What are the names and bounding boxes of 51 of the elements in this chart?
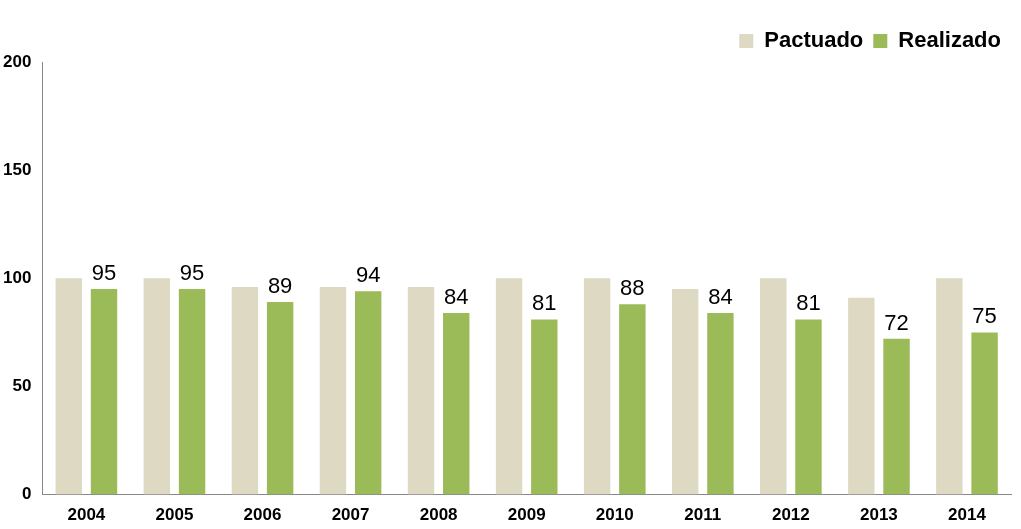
data-label: 95 [179, 260, 205, 286]
data-label: 94 [355, 262, 381, 288]
data-label: 95 [91, 260, 117, 286]
bar [354, 291, 382, 495]
bar [178, 289, 206, 495]
x-tick-label: 2004 [67, 505, 106, 525]
x-tick-label: 2012 [771, 505, 810, 525]
data-label: 88 [620, 275, 645, 301]
x-tick-label: 2011 [684, 505, 722, 525]
x-tick-label: 2007 [331, 505, 370, 525]
x-tick-label: 2010 [595, 505, 634, 525]
bar [495, 278, 523, 495]
bar [55, 278, 82, 495]
bar [795, 319, 822, 495]
legend-label: Pactuado [764, 27, 864, 53]
x-tick-label: 2006 [243, 505, 282, 525]
bar [443, 312, 470, 495]
data-label: 81 [532, 290, 557, 316]
x-tick-label: 2013 [860, 505, 898, 525]
bar [760, 278, 787, 495]
bar [707, 312, 734, 495]
bar [583, 278, 611, 495]
data-label: 72 [884, 309, 909, 335]
bar [90, 289, 118, 495]
bar [319, 286, 347, 495]
x-tick-label: 2008 [419, 505, 458, 525]
data-label: 84 [708, 283, 733, 309]
y-tick-label: 0 [21, 484, 32, 504]
bar [936, 278, 963, 495]
bar [407, 286, 435, 495]
data-label: 89 [267, 273, 293, 299]
bar [531, 319, 558, 495]
y-tick-label: 50 [12, 376, 32, 396]
bar [883, 338, 910, 495]
legend-label: Realizado [898, 27, 1002, 53]
x-tick-label: 2014 [948, 505, 987, 525]
bar [231, 286, 259, 495]
x-tick-label: 2009 [507, 505, 546, 525]
bar [619, 304, 646, 495]
x-tick-label: 2005 [155, 505, 194, 525]
data-label: 75 [972, 303, 997, 329]
y-tick-label: 200 [2, 51, 32, 71]
bar [143, 278, 171, 495]
y-tick-label: 150 [2, 159, 32, 179]
bar [971, 332, 998, 495]
bar [266, 302, 294, 495]
bar [671, 289, 699, 495]
data-label: 81 [796, 290, 821, 316]
y-tick-label: 100 [2, 267, 32, 287]
bar [848, 297, 875, 495]
data-label: 84 [443, 283, 469, 309]
